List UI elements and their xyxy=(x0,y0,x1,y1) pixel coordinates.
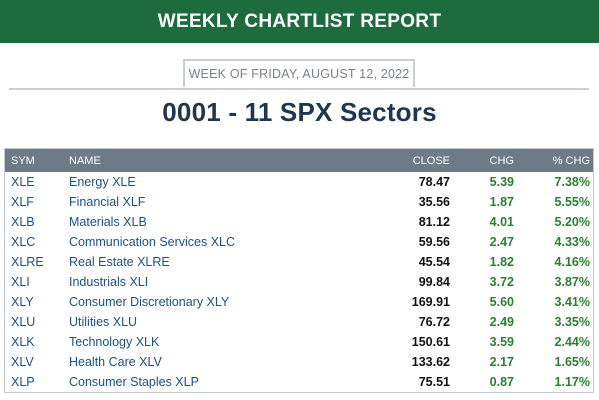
symbol-link[interactable]: XLV xyxy=(11,355,34,369)
close-value: 59.56 xyxy=(418,235,450,249)
page-title: 0001 - 11 SPX Sectors xyxy=(162,97,437,127)
percent-change-value: 5.55% xyxy=(554,195,590,209)
close-value: 81.12 xyxy=(418,215,450,229)
name-link[interactable]: Materials XLB xyxy=(69,215,147,229)
column-header-sym[interactable]: SYM xyxy=(11,154,35,167)
table-row[interactable]: XLC Communication Services XLC 59.56 2.47 4.… xyxy=(5,232,593,252)
percent-change-value: 4.16% xyxy=(554,255,590,269)
percent-change-value: 5.20% xyxy=(554,215,590,229)
table-row[interactable]: XLU Utilities XLU 76.72 2.49 3.35% xyxy=(5,312,593,332)
percent-change-value: 1.17% xyxy=(554,375,590,389)
name-link[interactable]: Financial XLF xyxy=(69,195,146,209)
report-banner: WEEKLY CHARTLIST REPORT xyxy=(0,0,599,43)
percent-change-value: 3.41% xyxy=(554,295,590,309)
name-link[interactable]: Industrials XLI xyxy=(69,275,149,289)
name-link[interactable]: Utilities XLU xyxy=(69,315,138,329)
change-value: 1.82 xyxy=(489,255,514,269)
table-row[interactable]: XLV Health Care XLV 133.62 2.17 1.65% xyxy=(5,352,593,372)
change-value: 1.87 xyxy=(489,195,514,209)
change-value: 0.87 xyxy=(489,375,514,389)
percent-change-value: 1.65% xyxy=(554,355,590,369)
table-header: SYM NAME CLOSE CHG % CHG xyxy=(5,149,593,172)
table-row[interactable]: XLK Technology XLK 150.61 3.59 2.44% xyxy=(5,332,593,352)
table-body: XLE Energy XLE 78.47 5.39 7.38% XLF Financial … xyxy=(5,172,593,392)
percent-change-value: 7.38% xyxy=(554,175,590,189)
column-header-name[interactable]: NAME xyxy=(69,154,101,167)
change-value: 3.72 xyxy=(489,275,514,289)
name-link[interactable]: Consumer Discretionary XLY xyxy=(69,295,230,309)
percent-change-value: 3.87% xyxy=(554,275,590,289)
name-link[interactable]: Health Care XLV xyxy=(69,355,162,369)
change-value: 2.17 xyxy=(489,355,514,369)
close-value: 169.91 xyxy=(411,295,450,309)
column-header-close[interactable]: CLOSE xyxy=(412,154,450,167)
table-row[interactable]: XLB Materials XLB 81.12 4.01 5.20% xyxy=(5,212,593,232)
table-row[interactable]: XLF Financial XLF 35.56 1.87 5.55% xyxy=(5,192,593,212)
symbol-link[interactable]: XLC xyxy=(11,235,36,249)
symbol-link[interactable]: XLB xyxy=(11,215,35,229)
change-value: 2.47 xyxy=(489,235,514,249)
change-value: 3.59 xyxy=(489,335,514,349)
name-link[interactable]: Energy XLE xyxy=(69,175,136,189)
symbol-link[interactable]: XLY xyxy=(11,295,34,309)
table-row[interactable]: XLE Energy XLE 78.47 5.39 7.38% xyxy=(5,172,593,192)
close-value: 78.47 xyxy=(418,175,450,189)
name-link[interactable]: Consumer Staples XLP xyxy=(69,375,199,389)
week-of-box: WEEK OF FRIDAY, AUGUST 12, 2022 xyxy=(183,59,415,87)
percent-change-value: 3.35% xyxy=(554,315,590,329)
table-row[interactable]: XLRE Real Estate XLRE 45.54 1.82 4.16% xyxy=(5,252,593,272)
sectors-table: SYM NAME CLOSE CHG % CHG XLE Energy XLE 78… xyxy=(4,148,594,393)
symbol-link[interactable]: XLI xyxy=(11,275,30,289)
table-row[interactable]: XLI Industrials XLI 99.84 3.72 3.87% xyxy=(5,272,593,292)
close-value: 76.72 xyxy=(418,315,450,329)
close-value: 35.56 xyxy=(418,195,450,209)
divider xyxy=(9,88,589,90)
close-value: 99.84 xyxy=(418,275,450,289)
symbol-link[interactable]: XLP xyxy=(11,375,35,389)
symbol-link[interactable]: XLRE xyxy=(11,255,44,269)
banner-title: WEEKLY CHARTLIST REPORT xyxy=(157,10,442,32)
change-value: 5.39 xyxy=(489,175,514,189)
change-value: 5.60 xyxy=(489,295,514,309)
column-header-pct-chg[interactable]: % CHG xyxy=(552,154,590,167)
symbol-link[interactable]: XLU xyxy=(11,315,36,329)
percent-change-value: 2.44% xyxy=(554,335,590,349)
close-value: 150.61 xyxy=(411,335,450,349)
table-row[interactable]: XLP Consumer Staples XLP 75.51 0.87 1.17% xyxy=(5,372,593,392)
week-of-label: WEEK OF FRIDAY, AUGUST 12, 2022 xyxy=(188,67,410,81)
name-link[interactable]: Technology XLK xyxy=(69,335,160,349)
name-link[interactable]: Communication Services XLC xyxy=(69,235,236,249)
percent-change-value: 4.33% xyxy=(554,235,590,249)
table-row[interactable]: XLY Consumer Discretionary XLY 169.91 5.60 3… xyxy=(5,292,593,312)
symbol-link[interactable]: XLE xyxy=(11,175,35,189)
change-value: 4.01 xyxy=(489,215,514,229)
column-header-chg[interactable]: CHG xyxy=(489,154,514,167)
name-link[interactable]: Real Estate XLRE xyxy=(69,255,170,269)
close-value: 45.54 xyxy=(418,255,450,269)
close-value: 133.62 xyxy=(411,355,450,369)
change-value: 2.49 xyxy=(489,315,514,329)
close-value: 75.51 xyxy=(418,375,450,389)
symbol-link[interactable]: XLF xyxy=(11,195,34,209)
symbol-link[interactable]: XLK xyxy=(11,335,35,349)
